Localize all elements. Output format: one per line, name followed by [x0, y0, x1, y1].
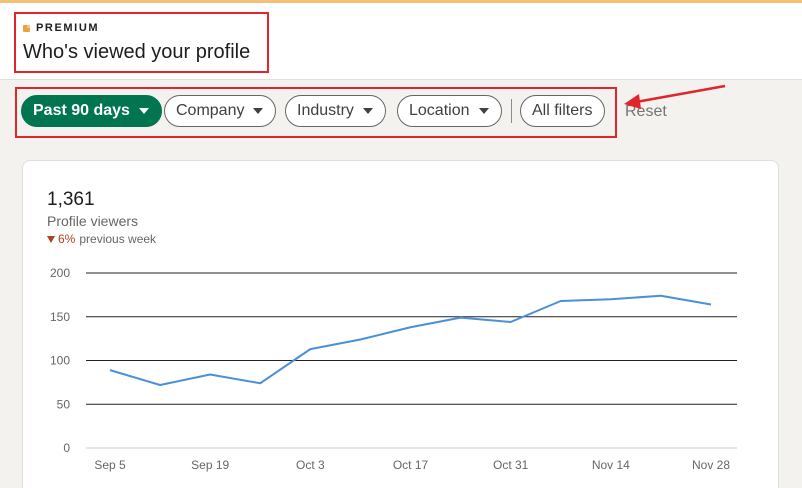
filter-divider: [511, 99, 512, 123]
all-filters-label: All filters: [532, 102, 593, 119]
viewers-label: Profile viewers: [47, 213, 139, 229]
premium-label: PREMIUM: [36, 22, 100, 34]
x-tick-label: Oct 3: [296, 458, 325, 472]
premium-logo-icon: [23, 24, 30, 32]
x-tick-label: Oct 17: [393, 458, 429, 472]
filters-bar: Past 90 days Company Industry Location A…: [0, 81, 802, 143]
location-filter-label: Location: [409, 102, 470, 119]
x-tick-label: Sep 5: [94, 458, 126, 472]
viewers-series-line: [109, 294, 712, 386]
industry-filter-label: Industry: [297, 102, 354, 119]
trend-indicator: 6% previous week: [47, 232, 156, 246]
y-tick-label: 100: [50, 354, 70, 368]
x-tick-label: Nov 28: [692, 458, 730, 472]
time-range-filter-button[interactable]: Past 90 days: [21, 95, 162, 127]
y-tick-label: 150: [50, 310, 70, 324]
time-range-filter-label: Past 90 days: [33, 102, 130, 119]
page-header: PREMIUM Who's viewed your profile: [0, 3, 802, 80]
viewers-line-chart: 0 50 100 150 200 Sep 5 Sep 19 Oct 3 Oct 17 Oct 31…: [50, 266, 737, 472]
caret-down-icon: [362, 108, 373, 114]
caret-down-icon: [138, 108, 149, 114]
company-filter-label: Company: [176, 102, 245, 119]
location-filter-button[interactable]: Location: [397, 95, 502, 127]
page-title: Who's viewed your profile: [23, 41, 251, 63]
premium-badge: PREMIUM: [23, 22, 99, 34]
trend-down-icon: [47, 235, 55, 243]
annotation-arrow-icon: [624, 84, 726, 109]
filters-highlight-box: [15, 87, 617, 138]
y-tick-label: 50: [57, 397, 71, 411]
caret-down-icon: [253, 108, 264, 114]
trend-percent: 6%: [58, 232, 76, 246]
x-tick-label: Sep 19: [191, 458, 229, 472]
x-tick-label: Nov 14: [592, 458, 630, 472]
premium-accent-bar: [0, 0, 802, 3]
trend-label: previous week: [79, 232, 157, 246]
industry-filter-button[interactable]: Industry: [285, 95, 386, 127]
y-tick-label: 0: [63, 441, 70, 455]
x-tick-label: Oct 31: [493, 458, 529, 472]
viewers-card: 1,361 Profile viewers 6% previous week 0…: [22, 160, 779, 488]
viewers-count: 1,361: [47, 189, 95, 210]
title-highlight-box: PREMIUM Who's viewed your profile: [14, 12, 269, 73]
all-filters-button[interactable]: All filters: [520, 95, 606, 127]
company-filter-button[interactable]: Company: [164, 95, 277, 127]
y-tick-label: 200: [50, 266, 70, 280]
caret-down-icon: [478, 108, 489, 114]
